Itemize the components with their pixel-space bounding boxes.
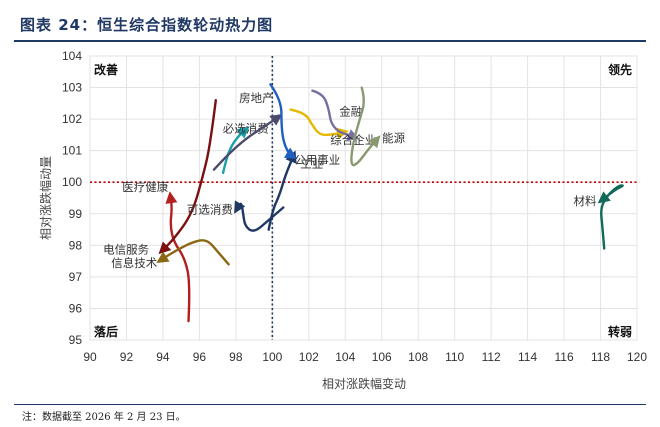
series-line [269,83,298,159]
series-label: 工业 [300,157,323,171]
x-tick-label: 104 [335,350,355,364]
series-line [212,113,283,171]
x-tick-label: 108 [408,350,428,364]
x-axis-label: 相对涨跌幅变动 [322,376,406,391]
y-tick-label: 101 [62,144,82,158]
x-tick-label: 110 [445,350,464,364]
quadrant-top-left: 改善 [94,62,118,77]
title-rule [14,40,646,42]
x-tick-label: 98 [229,350,243,364]
x-tick-label: 90 [83,350,97,364]
quadrant-bottom-right: 转弱 [608,324,632,339]
y-tick-label: 100 [62,175,82,189]
footnote: 注：数据截至 2026 年 2 月 23 日。 [22,412,186,423]
x-tick-label: 92 [120,350,134,364]
x-tick-label: 116 [554,350,573,364]
x-tick-label: 100 [262,350,282,364]
x-tick-label: 102 [299,350,319,364]
y-tick-label: 104 [62,49,82,63]
x-tick-label: 106 [372,350,392,364]
y-tick-label: 95 [69,333,83,347]
page-title: 图表 24：恒生综合指数轮动热力图 [20,16,274,34]
x-tick-label: 112 [482,350,501,364]
tick-labels: 90 92 94 96 98 100 102 104 106 108 110 112 114 116 118… [62,49,647,364]
footer-rule [14,404,646,405]
series-line [289,108,349,140]
x-tick-label: 120 [627,350,647,364]
y-tick-label: 97 [69,270,83,284]
series-line [221,126,250,174]
series-line [311,89,360,141]
series-label: 医疗健康 [122,180,168,194]
series-label: 材料 [574,194,597,208]
y-tick-label: 102 [62,112,82,126]
x-tick-label: 94 [156,350,170,364]
x-tick-label: 96 [193,350,207,364]
y-tick-label: 98 [69,238,83,252]
series-line [597,184,624,250]
y-tick-label: 103 [62,81,82,95]
quadrant-top-right: 领先 [608,62,632,77]
series-label: 信息技术 [111,256,157,270]
series-line [267,150,297,231]
x-tick-label: 114 [518,350,537,364]
series-label: 能源 [382,131,405,145]
y-axis-label: 相对涨跌幅动量 [38,156,53,240]
series-line [165,191,191,323]
series-line [158,99,217,255]
grid [89,55,638,341]
series-label: 金融 [339,105,362,119]
y-tick-label: 96 [69,301,83,315]
quadrant-bottom-left: 落后 [94,324,118,339]
reference-lines [90,56,637,340]
series-line [234,200,285,232]
series-label: 可选消费 [187,203,233,217]
series-label: 房地产 [239,91,274,105]
series-label: 电信服务 [103,243,149,257]
series-label: 公用事业 [294,153,340,167]
x-tick-label: 118 [591,350,610,364]
series-line [156,239,230,266]
y-tick-label: 99 [69,207,83,221]
series-line [350,86,381,167]
